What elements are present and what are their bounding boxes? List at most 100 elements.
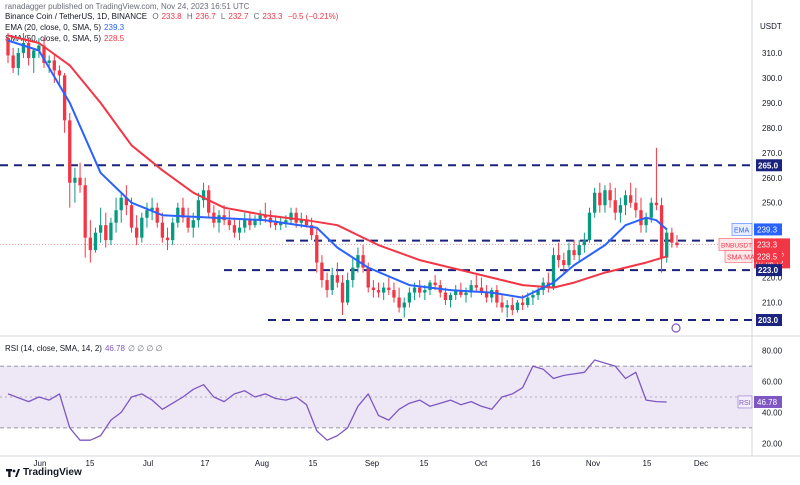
time-tick-label: 17: [201, 459, 210, 468]
time-tick-label: Sep: [365, 459, 380, 468]
candle-body: [340, 282, 345, 303]
candle-body: [37, 45, 41, 51]
candle-body: [500, 302, 504, 308]
candle-body: [237, 227, 242, 233]
candle-body: [345, 280, 350, 303]
candle-body: [304, 220, 309, 226]
candle-body: [284, 220, 288, 223]
candle-body: [484, 292, 489, 298]
sma-axis-value-bg: [754, 250, 782, 263]
candle-body: [382, 287, 386, 293]
candle-body: [145, 210, 149, 218]
ema-axis-tag-bg: [731, 223, 753, 236]
candle-body: [26, 42, 31, 58]
price-tick-label: 250.0: [762, 199, 783, 208]
price-level-label-bg: [756, 264, 782, 277]
time-tick-label: Jun: [34, 459, 47, 468]
candle-body: [104, 225, 108, 241]
candle-body: [330, 275, 334, 291]
candle-body: [335, 275, 340, 283]
open-value: 233.8: [161, 12, 182, 21]
candle-body: [598, 192, 602, 206]
candle-body: [459, 290, 463, 296]
currency-label: USDT: [760, 22, 782, 31]
candle-body: [464, 292, 468, 296]
close-value: 233.3: [262, 12, 283, 21]
candle-body: [603, 190, 607, 206]
candle-body: [577, 245, 581, 256]
candle-body: [93, 232, 98, 251]
candle-body: [361, 255, 365, 268]
ema-axis-value: 239.3: [757, 225, 778, 234]
candle-body: [675, 242, 679, 246]
candle-body: [243, 220, 247, 228]
candle-body: [273, 222, 278, 226]
candle-body: [263, 215, 267, 218]
symbol-label[interactable]: Binance Coin / TetherUS, 1D, BINANCE: [5, 12, 148, 21]
low-value: 232.7: [228, 12, 249, 21]
tradingview-logo[interactable]: TradingView: [6, 467, 82, 478]
ema-axis-tag: EMA: [734, 227, 750, 234]
candle-body: [42, 45, 46, 63]
candle-body: [469, 285, 473, 293]
candle-body: [140, 217, 144, 238]
candle-body: [556, 255, 561, 261]
price-level-label: 223.0: [758, 266, 779, 275]
tradingview-icon: [6, 468, 20, 477]
candle-body: [83, 185, 87, 238]
rsi-axis-tag: RSI: [739, 400, 751, 407]
price-tick-label: 290.0: [762, 99, 783, 108]
price-level-label: 203.0: [758, 316, 779, 325]
candle-body: [510, 305, 514, 311]
candle-body: [644, 217, 648, 226]
rsi-legend-row[interactable]: RSI (14, close, SMA, 14, 2) 46.78 ∅ ∅ ∅ ∅: [5, 344, 166, 354]
candle-body: [397, 297, 401, 308]
candle-body: [279, 222, 283, 226]
candle-body: [613, 200, 617, 213]
rsi-legend-value: 46.78: [104, 344, 125, 353]
candle-body: [567, 250, 571, 266]
rsi-legend-label: RSI (14, close, SMA, 14, 2): [5, 344, 102, 353]
candle-body: [196, 200, 201, 221]
candle-body: [448, 295, 453, 301]
time-tick-label: 16: [532, 459, 541, 468]
alert-marker-icon: [671, 323, 681, 333]
candle-body: [73, 177, 77, 183]
candle-body: [119, 197, 123, 211]
high-value: 236.7: [195, 12, 216, 21]
ema-legend-label: EMA (20, close, 0, SMA, 5): [5, 23, 102, 32]
symbol-axis-tag: BNBUSDT: [721, 242, 752, 249]
time-tick-label: 15: [420, 459, 429, 468]
candle-body: [6, 37, 10, 56]
ema-20-line: [7, 39, 668, 299]
candle-body: [21, 42, 26, 53]
price-level-label-bg: [756, 159, 782, 172]
candle-body: [109, 222, 113, 241]
sma-axis-value: 228.5: [757, 252, 778, 261]
legend-sma-row[interactable]: SMA (50, close, 0, SMA, 5) 228.5: [5, 34, 127, 44]
candle-body: [392, 290, 396, 298]
candle-body: [412, 287, 417, 293]
sma-axis-tag: SMA:MA: [727, 254, 755, 261]
rsi-tick-label: 60.00: [762, 378, 783, 387]
legend-ema-row[interactable]: EMA (20, close, 0, SMA, 5) 239.3: [5, 23, 127, 33]
candle-body: [253, 220, 257, 226]
candle-body: [515, 302, 520, 311]
candle-body: [536, 290, 540, 296]
candle-body: [325, 280, 329, 291]
candle-body: [618, 205, 623, 213]
candle-body: [371, 287, 376, 291]
candle-body: [294, 212, 298, 223]
candle-body: [505, 305, 509, 308]
candle-body: [634, 202, 638, 211]
ema-legend-value: 239.3: [104, 23, 125, 32]
candle-body: [593, 192, 597, 213]
candle-body: [376, 290, 381, 293]
candle-body: [165, 237, 170, 241]
candle-body: [201, 190, 206, 201]
candle-body: [181, 207, 185, 218]
candle-body: [289, 212, 293, 221]
price-tick-label: 270.0: [762, 149, 783, 158]
rsi-tick-label: 80.00: [762, 347, 783, 356]
